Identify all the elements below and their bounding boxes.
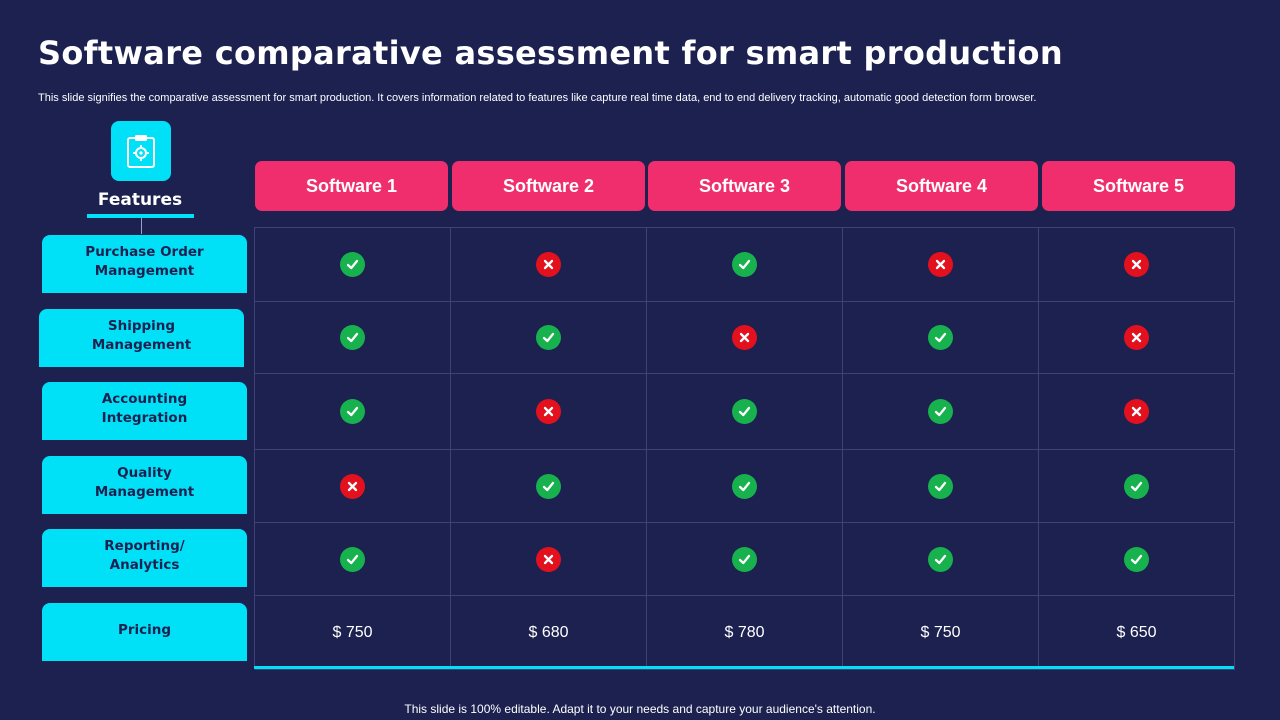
feature-label: Purchase Order Management (42, 235, 247, 293)
price-value: $ 750 (332, 623, 373, 641)
check-icon (1124, 473, 1149, 499)
feature-label: Accounting Integration (42, 382, 247, 440)
grid-cell (451, 374, 647, 450)
clipboard-gear-icon (111, 121, 171, 181)
check-icon (732, 546, 757, 572)
grid-cell (451, 450, 647, 523)
cross-icon (536, 252, 561, 277)
features-heading: Features (97, 190, 183, 210)
grid-cell (1039, 374, 1235, 450)
grid-cell: $ 780 (647, 596, 843, 670)
grid-cell: $ 750 (843, 596, 1039, 670)
software-header: Software 4 (845, 161, 1038, 211)
slide-subtitle: This slide signifies the comparative ass… (38, 92, 1037, 104)
check-icon (928, 473, 953, 499)
grid-cell (647, 523, 843, 596)
check-icon (340, 399, 365, 424)
grid-cell (255, 523, 451, 596)
feature-label: Quality Management (42, 456, 247, 514)
software-header: Software 3 (648, 161, 841, 211)
cross-icon (1124, 325, 1149, 350)
check-icon (1124, 546, 1149, 572)
grid-cell (843, 450, 1039, 523)
grid-cell (647, 450, 843, 523)
software-header: Software 2 (452, 161, 645, 211)
footer-note: This slide is 100% editable. Adapt it to… (404, 702, 876, 716)
check-icon (928, 546, 953, 572)
check-icon (732, 473, 757, 499)
grid-cell (843, 228, 1039, 302)
grid-cell (255, 302, 451, 374)
grid-cell (647, 374, 843, 450)
grid-cell (255, 450, 451, 523)
cross-icon (1124, 399, 1149, 424)
grid-cell (1039, 228, 1235, 302)
features-underline (87, 214, 194, 218)
check-icon (732, 399, 757, 424)
grid-cell (451, 523, 647, 596)
grid-cell (647, 302, 843, 374)
price-value: $ 650 (1116, 623, 1157, 641)
check-icon (340, 252, 365, 277)
grid-bottom-border (254, 666, 1234, 669)
grid-cell (1039, 302, 1235, 374)
check-icon (732, 252, 757, 277)
cross-icon (536, 546, 561, 572)
cross-icon (340, 473, 365, 499)
software-header: Software 1 (255, 161, 448, 211)
feature-label: Reporting/ Analytics (42, 529, 247, 587)
grid-cell: $ 650 (1039, 596, 1235, 670)
features-connector (141, 218, 142, 234)
cross-icon (732, 325, 757, 350)
slide-title: Software comparative assessment for smar… (38, 34, 1063, 72)
grid-cell (451, 228, 647, 302)
feature-label: Shipping Management (39, 309, 244, 367)
feature-label: Pricing (42, 603, 247, 661)
check-icon (536, 325, 561, 350)
grid-cell (843, 374, 1039, 450)
check-icon (928, 325, 953, 350)
grid-cell (647, 228, 843, 302)
grid-cell (843, 523, 1039, 596)
check-icon (536, 473, 561, 499)
grid-cell (255, 374, 451, 450)
cross-icon (536, 399, 561, 424)
comparison-grid: $ 750 $ 680 $ 780 $ 750 $ 650 (254, 227, 1235, 670)
grid-cell: $ 750 (255, 596, 451, 670)
check-icon (340, 325, 365, 350)
cross-icon (1124, 252, 1149, 277)
price-value: $ 680 (528, 623, 569, 641)
price-value: $ 750 (920, 623, 961, 641)
check-icon (340, 546, 365, 572)
software-header: Software 5 (1042, 161, 1235, 211)
grid-cell: $ 680 (451, 596, 647, 670)
grid-cell (1039, 450, 1235, 523)
grid-cell (843, 302, 1039, 374)
grid-cell (451, 302, 647, 374)
price-value: $ 780 (724, 623, 765, 641)
cross-icon (928, 252, 953, 277)
check-icon (928, 399, 953, 424)
grid-cell (1039, 523, 1235, 596)
grid-cell (255, 228, 451, 302)
